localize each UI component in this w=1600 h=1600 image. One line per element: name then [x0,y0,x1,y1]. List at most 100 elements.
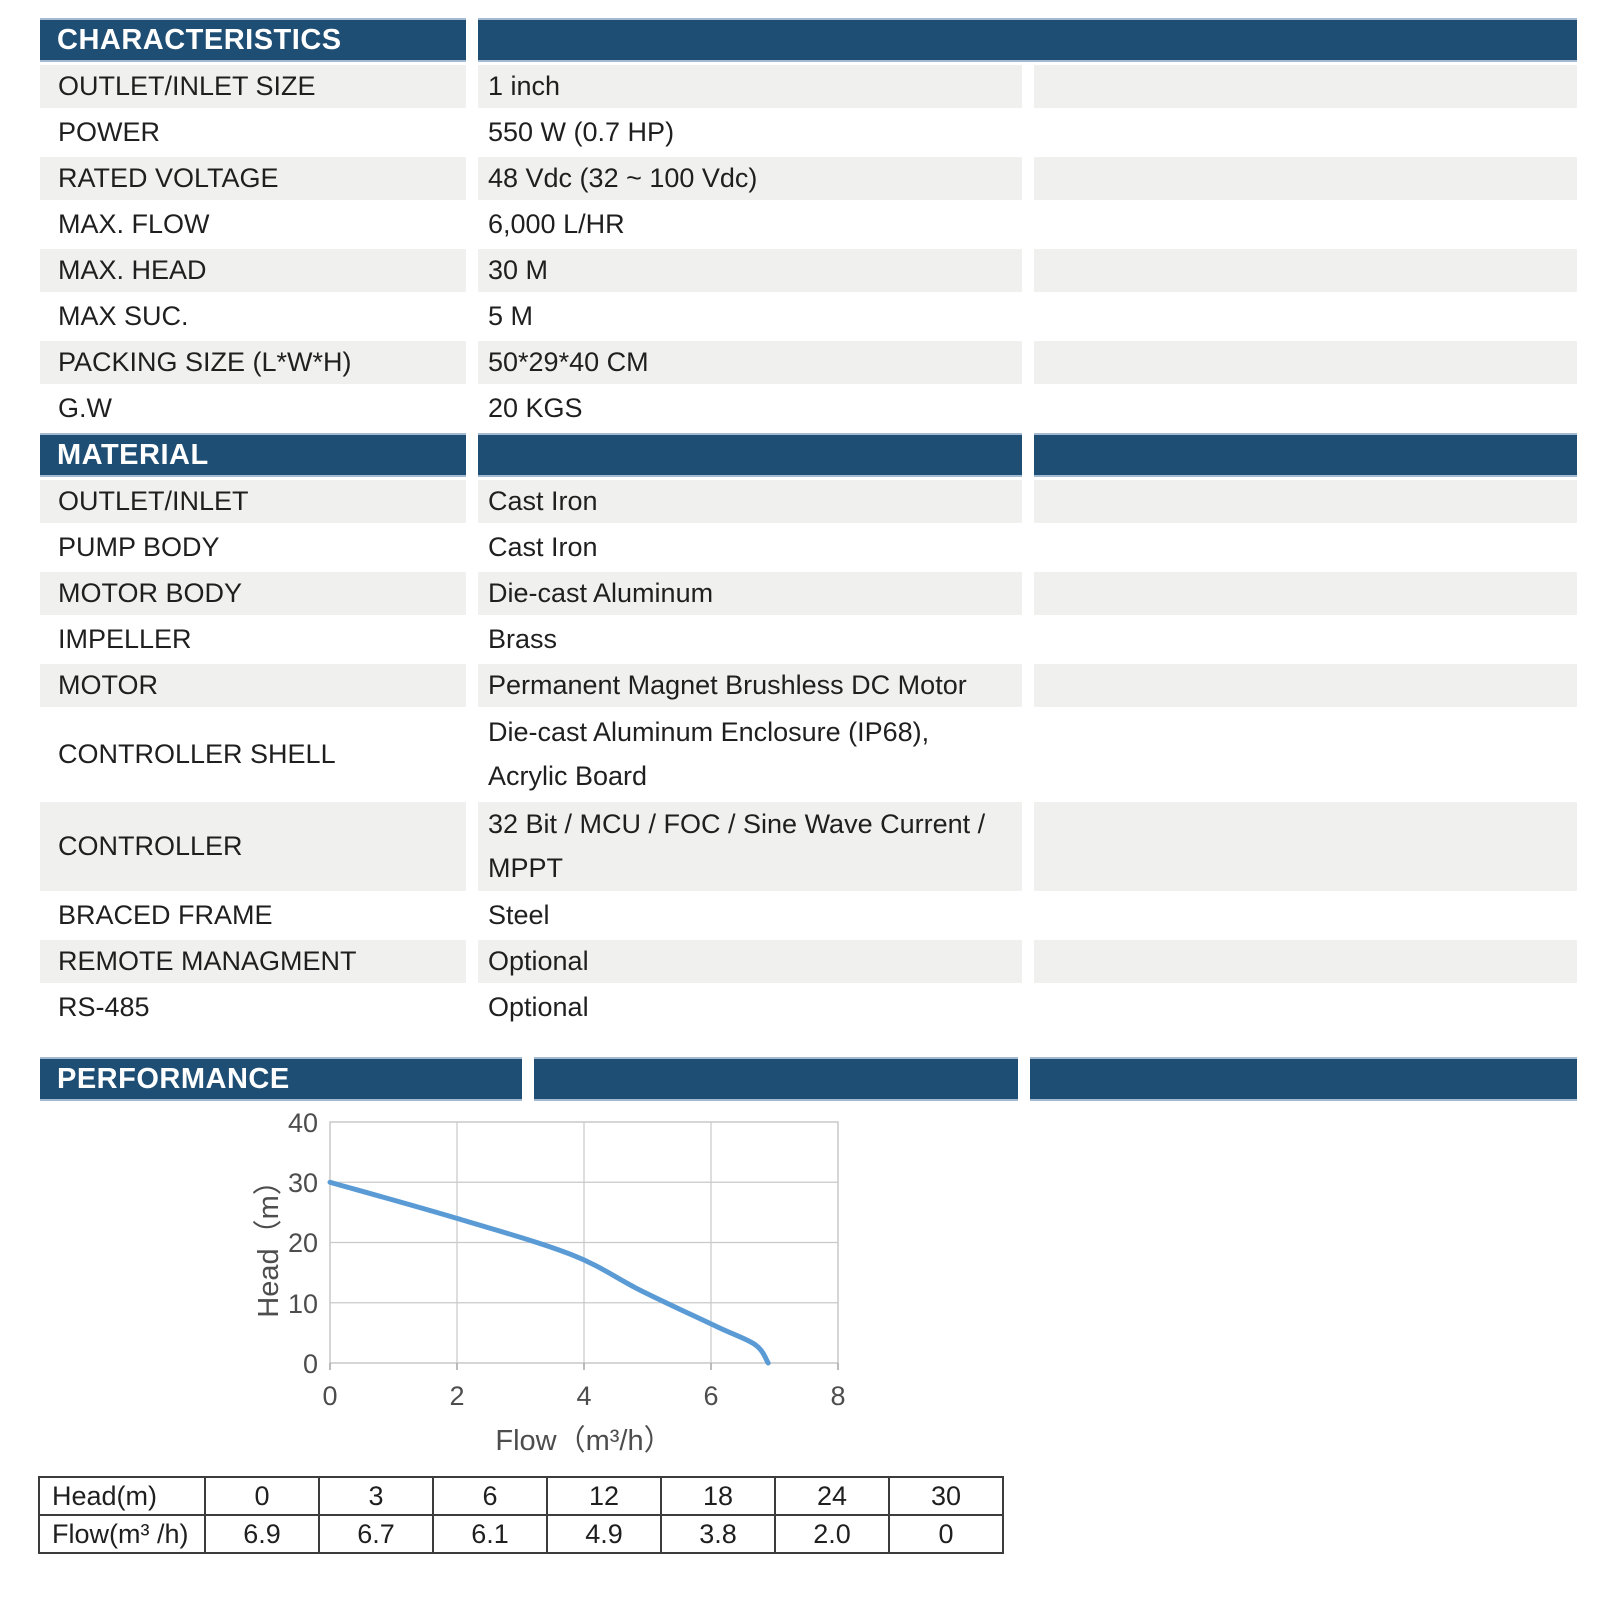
table-row: REMOTE MANAGMENT Optional [40,940,1577,983]
y-tick: 10 [288,1289,318,1319]
flow-table-row-label: Flow(m³ /h) [38,1514,206,1554]
table-row: OUTLET/INLET Cast Iron [40,480,1577,523]
spec-value: 48 Vdc (32 ~ 100 Vdc) [478,157,1022,200]
spec-value: 32 Bit / MCU / FOC / Sine Wave Current /… [478,802,1022,891]
material-header-bar-right [1034,433,1577,477]
y-tick: 20 [288,1228,318,1258]
head-value: 3 [318,1476,434,1516]
head-value: 12 [546,1476,662,1516]
flow-value: 6.1 [432,1514,548,1554]
flow-value: 6.9 [204,1514,320,1554]
y-tick: 40 [288,1108,318,1138]
spec-empty-cell [1034,480,1577,523]
spec-value-line: MPPT [488,852,564,883]
table-row: MOTOR BODY Die-cast Aluminum [40,572,1577,615]
spec-empty-cell [1034,894,1577,937]
spec-value: 6,000 L/HR [478,203,1022,246]
table-row: RS-485 Optional [40,986,1577,1029]
spec-label: G.W [40,387,466,430]
spec-empty-cell [1034,940,1577,983]
performance-title: PERFORMANCE [57,1062,290,1095]
spec-table: CHARACTERISTICS OUTLET/INLET SIZE 1 inch… [40,18,1577,1032]
head-value: 30 [888,1476,1004,1516]
spec-empty-cell [1034,986,1577,1029]
spec-value-line: Acrylic Board [488,760,648,791]
spec-value: Optional [478,986,1022,1029]
spec-label: MOTOR [40,664,466,707]
head-value: 18 [660,1476,776,1516]
material-header-bar: MATERIAL [40,433,466,477]
table-row: Head(m) 0 3 6 12 18 24 30 [38,1476,1004,1516]
spec-value: Permanent Magnet Brushless DC Motor [478,664,1022,707]
flow-value: 3.8 [660,1514,776,1554]
spec-value: Optional [478,940,1022,983]
spec-value: Brass [478,618,1022,661]
spec-empty-cell [1034,387,1577,430]
x-tick: 0 [322,1381,337,1411]
performance-header-bar-right [1030,1057,1577,1101]
spec-label: RS-485 [40,986,466,1029]
y-tick: 0 [303,1349,318,1379]
spec-label: OUTLET/INLET [40,480,466,523]
characteristics-header-bar: CHARACTERISTICS [40,18,466,62]
spec-empty-cell [1034,802,1577,891]
spec-empty-cell [1034,111,1577,154]
horizontal-gridlines [330,1181,838,1304]
spec-label: OUTLET/INLET SIZE [40,65,466,108]
spec-empty-cell [1034,65,1577,108]
section-header-material: MATERIAL [40,433,1577,477]
spec-value: 5 M [478,295,1022,338]
spec-value-line: Die-cast Aluminum Enclosure (IP68), [488,717,930,748]
x-tick-labels: 0 2 4 6 8 [322,1381,845,1411]
material-header-bar-mid [478,433,1022,477]
section-header-performance: PERFORMANCE [40,1057,1577,1101]
head-value: 24 [774,1476,890,1516]
spec-label: IMPELLER [40,618,466,661]
y-tick-labels: 40 30 20 10 0 [288,1108,318,1379]
spec-value: Die-cast Aluminum [478,572,1022,615]
x-tick: 6 [703,1381,718,1411]
y-axis-label: Head（m） [253,1166,285,1318]
x-tick: 2 [449,1381,464,1411]
spec-value-line: 32 Bit / MCU / FOC / Sine Wave Current / [488,809,986,840]
table-row: G.W 20 KGS [40,387,1577,430]
table-row: MOTOR Permanent Magnet Brushless DC Moto… [40,664,1577,707]
table-row: MAX. FLOW 6,000 L/HR [40,203,1577,246]
spec-label: CONTROLLER [40,802,466,891]
x-axis-ticks [329,1363,839,1370]
spec-empty-cell [1034,526,1577,569]
spec-label: RATED VOLTAGE [40,157,466,200]
table-row: BRACED FRAME Steel [40,894,1577,937]
table-row: CONTROLLER 32 Bit / MCU / FOC / Sine Wav… [40,802,1577,891]
spec-label: REMOTE MANAGMENT [40,940,466,983]
performance-chart: 40 30 20 10 0 0 2 4 6 8 Head（m） Flow（m³/… [180,1092,880,1492]
spec-value: Die-cast Aluminum Enclosure (IP68), Acry… [478,710,1022,799]
flow-value: 2.0 [774,1514,890,1554]
spec-empty-cell [1034,249,1577,292]
spec-empty-cell [1034,664,1577,707]
flow-value: 4.9 [546,1514,662,1554]
table-row: RATED VOLTAGE 48 Vdc (32 ~ 100 Vdc) [40,157,1577,200]
spec-value: 20 KGS [478,387,1022,430]
table-row: MAX. HEAD 30 M [40,249,1577,292]
head-flow-chart-svg: 40 30 20 10 0 0 2 4 6 8 Head（m） Flow（m³/… [253,1108,846,1457]
spec-empty-cell [1034,203,1577,246]
characteristics-header-bar-extension [478,18,1577,62]
spec-value: Cast Iron [478,480,1022,523]
section-header-characteristics: CHARACTERISTICS [40,18,1577,62]
spec-label: CONTROLLER SHELL [40,710,466,799]
spec-label: PACKING SIZE (L*W*H) [40,341,466,384]
performance-header-bar-mid [534,1057,1018,1101]
x-tick: 4 [576,1381,591,1411]
spec-value: 30 M [478,249,1022,292]
performance-header-bar: PERFORMANCE [40,1057,522,1101]
spec-value: Cast Iron [478,526,1022,569]
spec-label: MAX SUC. [40,295,466,338]
characteristics-title: CHARACTERISTICS [57,23,342,56]
spec-label: PUMP BODY [40,526,466,569]
flow-head-table: Head(m) 0 3 6 12 18 24 30 Flow(m³ /h) 6.… [38,1476,1004,1554]
table-row: MAX SUC. 5 M [40,295,1577,338]
table-row: OUTLET/INLET SIZE 1 inch [40,65,1577,108]
table-row: PACKING SIZE (L*W*H) 50*29*40 CM [40,341,1577,384]
